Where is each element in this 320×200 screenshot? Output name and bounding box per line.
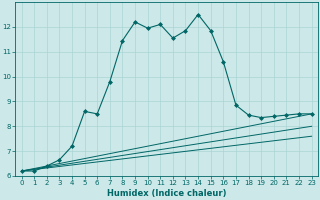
X-axis label: Humidex (Indice chaleur): Humidex (Indice chaleur) [107,189,226,198]
